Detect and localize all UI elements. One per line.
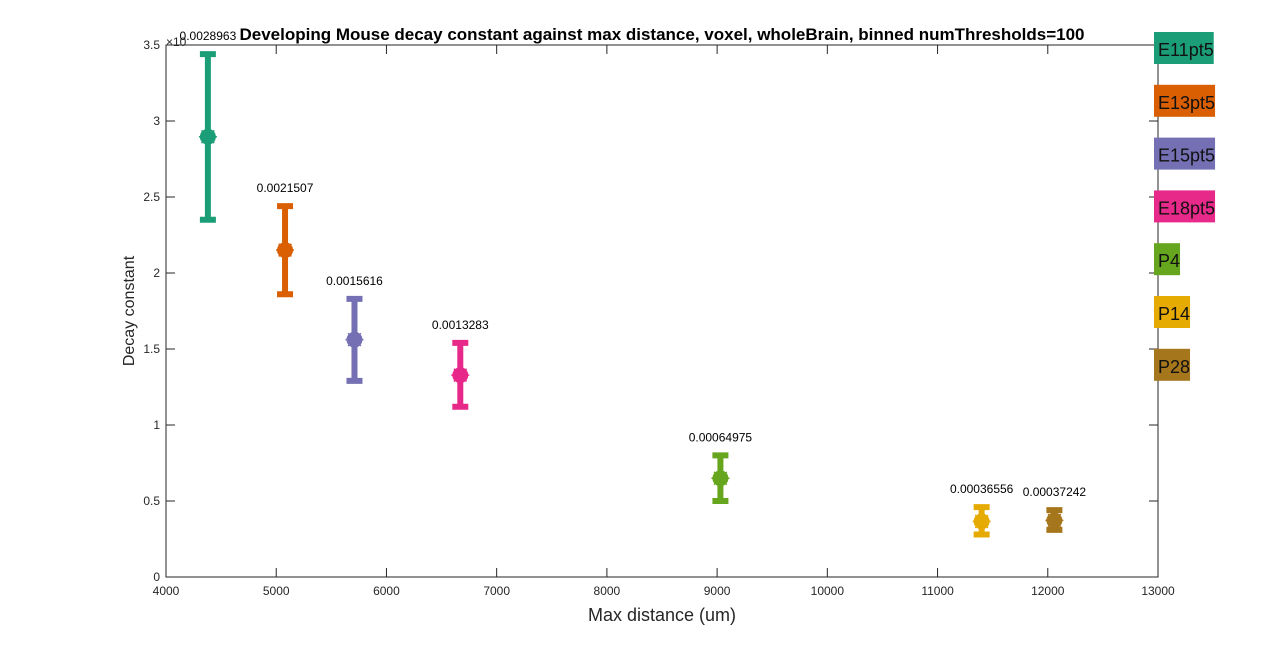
y-tick-label: 1.5 [143,342,160,356]
data-value-label: 0.0028963 [180,29,237,43]
legend-entry-P14: P14 [1154,296,1191,328]
y-axis-ticks: 0 0.5 1 1.5 2 2.5 3 3.5 [143,38,1158,584]
x-tick-label: 4000 [153,584,180,598]
data-point-star [972,512,991,531]
data-value-label: 0.00064975 [689,430,753,444]
legend-label: P14 [1158,304,1190,324]
x-axis-label: Max distance (um) [588,605,736,625]
data-point-star [1045,511,1064,530]
legend-entry-E13pt5: E13pt5 [1154,84,1216,117]
legend-swatch [1154,190,1216,223]
legend-swatch [1154,32,1214,64]
series-P28: 0.00037242 [1023,485,1087,533]
data-value-label: 0.0013283 [432,318,489,332]
y-tick-label: 3 [153,114,160,128]
data-point-star [198,127,217,146]
y-tick-label: 3.5 [143,38,160,52]
x-tick-label: 11000 [921,584,954,598]
legend-label: E11pt5 [1158,40,1214,60]
x-tick-label: 5000 [263,584,290,598]
data-value-label: 0.0015616 [326,274,383,288]
x-axis-ticks: 4000 5000 6000 7000 8000 9000 10000 11000 12000 1… [153,45,1175,598]
y-tick-label: 1 [153,418,160,432]
plot-box [165,44,1159,578]
legend-swatch [1154,84,1216,117]
data-point-star [345,330,364,349]
legend-entry-P28: P28 [1154,348,1191,381]
legend-entry-E15pt5: E15pt5 [1154,137,1216,170]
series-E18pt5: 0.0013283 [432,318,489,410]
legend-label: P4 [1158,251,1180,271]
series-E15pt5: 0.0015616 [326,274,383,384]
legend-entry-P4: P4 [1154,243,1181,276]
data-point-star [451,366,470,385]
x-tick-label: 9000 [704,584,731,598]
legend-entry-E18pt5: E18pt5 [1154,190,1216,223]
x-tick-label: 13000 [1141,584,1175,598]
legend-label: E18pt5 [1158,198,1215,218]
legend-swatch [1154,296,1191,328]
series-P4: 0.00064975 [689,430,753,504]
data-value-label: 0.0021507 [257,181,314,195]
x-tick-label: 6000 [373,584,400,598]
y-axis-label: Decay constant [121,255,138,366]
legend-label: E15pt5 [1158,146,1215,166]
chart-title: Developing Mouse decay constant against … [239,25,1084,44]
legend-entry-E11pt5: E11pt5 [1154,32,1214,64]
data-value-label: 0.00036556 [950,482,1014,496]
data-point-star [276,241,295,260]
legend-swatch [1154,137,1216,170]
x-tick-label: 7000 [483,584,510,598]
series-P14: 0.00036556 [950,482,1014,538]
y-tick-label: 0 [153,570,160,584]
x-tick-label: 8000 [594,584,621,598]
series-E11pt5: 0.0028963 [180,29,237,223]
x-tick-label: 10000 [811,584,845,598]
data-value-label: 0.00037242 [1023,485,1087,499]
legend-label: E13pt5 [1158,93,1215,113]
data-point-star [711,469,730,488]
y-axis-exponent: ×10 [166,35,187,49]
legend-label: P28 [1158,357,1190,377]
series-E13pt5: 0.0021507 [257,181,314,298]
y-tick-label: 2.5 [143,190,160,204]
y-tick-label: 2 [153,266,160,280]
y-tick-label: 0.5 [143,494,160,508]
x-tick-label: 12000 [1031,584,1065,598]
legend: E11pt5 E13pt5 E15pt5 E18pt5 P4 P14 P28 [1154,32,1216,381]
legend-swatch [1154,243,1181,276]
data-series: 0.0028963 0.0021507 0.0015616 0.0013283 0.00… [180,29,1087,538]
legend-swatch [1154,348,1191,381]
